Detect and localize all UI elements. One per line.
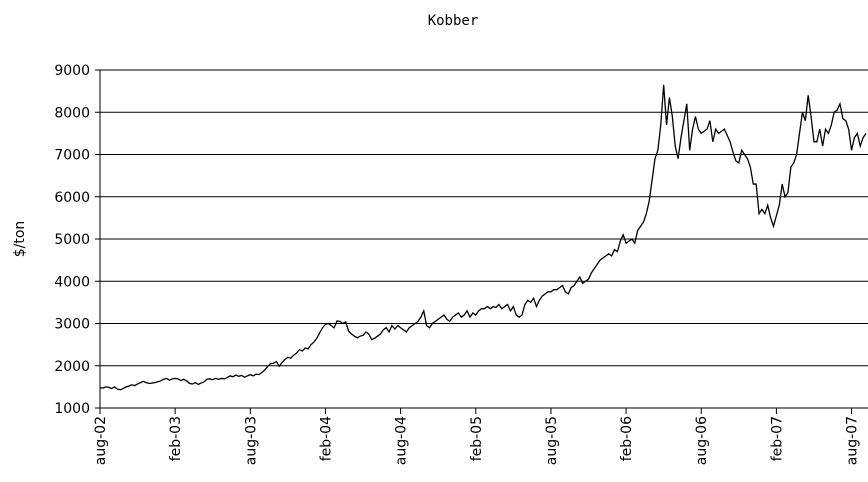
chart-title: Kobber [428, 13, 479, 29]
y-tick-label: 9000 [54, 63, 90, 79]
y-tick-label: 5000 [54, 232, 90, 248]
x-tick-label: aug-04 [394, 416, 410, 465]
y-tick-label: 4000 [54, 274, 90, 290]
x-tick-label: feb-06 [619, 416, 635, 461]
x-tick-label: feb-07 [769, 416, 785, 461]
x-tick-label: feb-04 [318, 416, 334, 461]
y-tick-label: 6000 [54, 190, 90, 206]
x-tick-label: feb-05 [469, 416, 485, 461]
x-tick-label: feb-03 [168, 416, 184, 461]
y-tick-label: 3000 [54, 317, 90, 333]
x-tick-label: aug-02 [93, 416, 109, 465]
y-tick-label: 1000 [54, 401, 90, 417]
y-axis-label: $/ton [12, 221, 28, 258]
y-tick-label: 7000 [54, 148, 90, 164]
x-tick-label: aug-05 [544, 416, 560, 465]
x-tick-label: aug-07 [845, 416, 861, 465]
x-tick-label: aug-06 [694, 416, 710, 465]
x-tick-label: aug-03 [243, 416, 259, 465]
y-tick-label: 8000 [54, 105, 90, 121]
y-tick-label: 2000 [54, 359, 90, 375]
price-line [99, 84, 867, 391]
